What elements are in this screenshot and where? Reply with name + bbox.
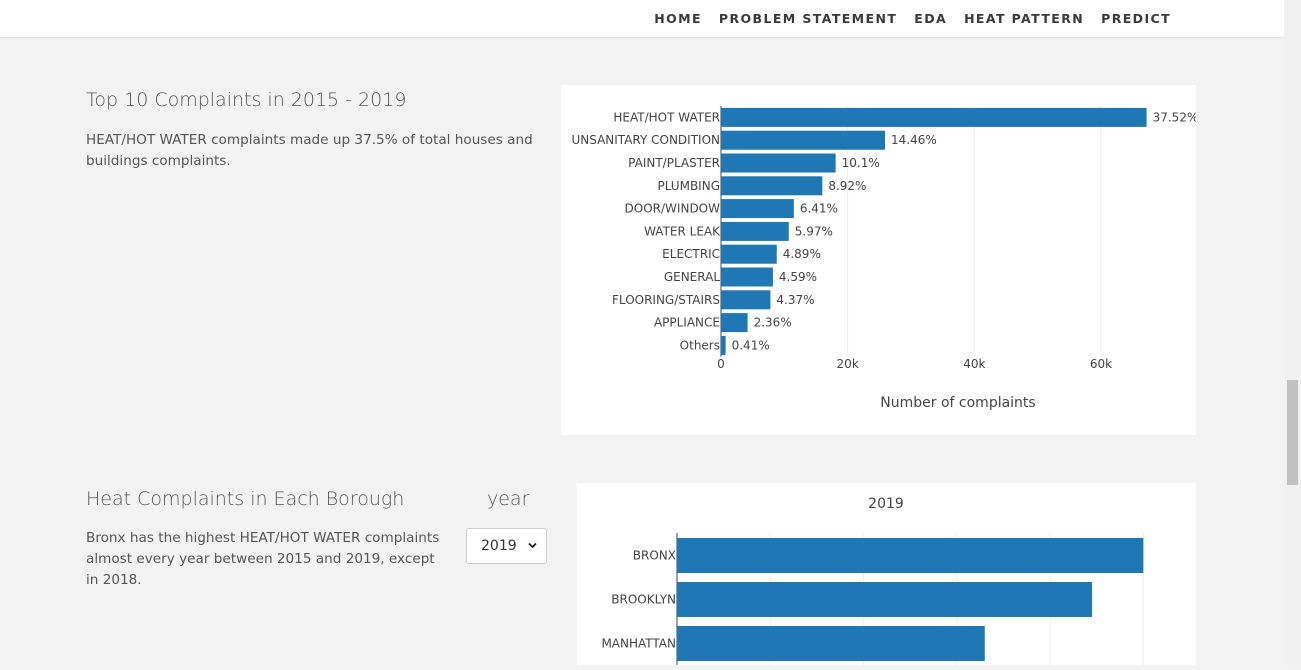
borough-complaints-title: Heat Complaints in Each Borough [86, 488, 405, 510]
chart1-y-tick-label: Others [680, 338, 720, 352]
year-select[interactable]: 2019 [466, 528, 547, 564]
chart2-bar [677, 626, 985, 661]
chart1-data-label: 10.1% [842, 156, 880, 170]
chart2-bar [677, 582, 1093, 617]
scrollbar-thumb[interactable] [1287, 380, 1298, 485]
top-complaints-chart: 0 20k 40k 60k HEAT/HOT WATER 37.52% UNSANITARY… [571, 106, 1198, 411]
chart2-y-tick-label: MANHATTAN [601, 637, 676, 651]
borough-complaints-description: Bronx has the highest HEAT/HOT WATER com… [86, 530, 440, 588]
top-complaints-chart-card: 0 20k 40k 60k HEAT/HOT WATER 37.52% UNSANITARY… [561, 85, 1198, 435]
chevron-down-icon [528, 542, 537, 549]
top-navbar: HOME PROBLEM STATEMENT EDA HEAT PATTERN … [0, 0, 1284, 38]
chart1-y-tick-label: ELECTRIC [662, 247, 720, 261]
chart1-data-label: 37.52% [1153, 110, 1196, 124]
chart1-bar [721, 153, 836, 173]
chart1-x-tick-label: 20k [837, 357, 859, 371]
chart1-bar [721, 199, 794, 219]
chart1-x-axis-label: Number of complaints [880, 395, 1035, 411]
top-complaints-title: Top 10 Complaints in 2015 - 2019 [86, 89, 407, 111]
chart1-bar [721, 107, 1147, 127]
chart1-bar [721, 313, 748, 333]
borough-chart-card: 2019 BRONX BROOKLYN MANHATTAN [577, 483, 1196, 665]
chart1-y-tick-label: APPLIANCE [654, 316, 720, 330]
chart2-y-tick-label: BRONX [633, 549, 676, 563]
chart1-x-tick-label: 40k [963, 357, 985, 371]
chart1-x-tick-label: 0 [717, 357, 725, 371]
chart1-data-label: 8.92% [828, 179, 866, 193]
nav-home[interactable]: HOME [654, 11, 702, 26]
chart1-data-label: 4.89% [783, 247, 821, 261]
nav-eda[interactable]: EDA [914, 11, 948, 26]
chart1-y-tick-label: GENERAL [664, 270, 721, 284]
chart1-data-label: 5.97% [795, 224, 833, 238]
chart1-bar [721, 244, 777, 264]
chart1-y-tick-label: DOOR/WINDOW [625, 202, 721, 216]
chart1-y-tick-label: PLUMBING [657, 179, 720, 193]
year-label: year [487, 488, 530, 510]
chart1-y-tick-label: HEAT/HOT WATER [613, 110, 720, 124]
chart1-data-label: 14.46% [891, 133, 937, 147]
chart1-data-label: 4.59% [779, 270, 817, 284]
chart1-bar [721, 335, 726, 355]
chart1-data-label: 2.36% [754, 316, 792, 330]
chart2-y-tick-label: BROOKLYN [611, 593, 676, 607]
top-complaints-description: HEAT/HOT WATER complaints made up 37.5% … [86, 132, 533, 169]
chart1-y-tick-label: FLOORING/STAIRS [612, 293, 720, 307]
chart1-bar [721, 130, 886, 150]
chart1-y-tick-label: WATER LEAK [644, 224, 721, 238]
nav-links: HOME PROBLEM STATEMENT EDA HEAT PATTERN … [654, 11, 1171, 26]
chart1-data-label: 6.41% [800, 202, 838, 216]
borough-chart: 2019 BRONX BROOKLYN MANHATTAN [601, 496, 1144, 665]
nav-problem-statement[interactable]: PROBLEM STATEMENT [718, 11, 898, 26]
chart1-data-label: 4.37% [776, 293, 814, 307]
chart1-data-label: 0.41% [732, 338, 770, 352]
chart2-title: 2019 [868, 496, 904, 512]
chart1-bar [721, 267, 773, 287]
page-scrollbar[interactable] [1284, 0, 1301, 665]
nav-predict[interactable]: PREDICT [1101, 11, 1171, 26]
year-select-value: 2019 [481, 538, 517, 554]
chart1-bar [721, 176, 823, 196]
chart1-bar [721, 290, 771, 310]
chart1-y-tick-label: UNSANITARY CONDITION [571, 133, 720, 147]
chart1-x-tick-label: 60k [1090, 357, 1112, 371]
chart1-bar [721, 221, 789, 241]
chart2-bar [677, 538, 1144, 573]
nav-heat-pattern[interactable]: HEAT PATTERN [964, 11, 1085, 26]
chart1-y-tick-label: PAINT/PLASTER [628, 156, 720, 170]
